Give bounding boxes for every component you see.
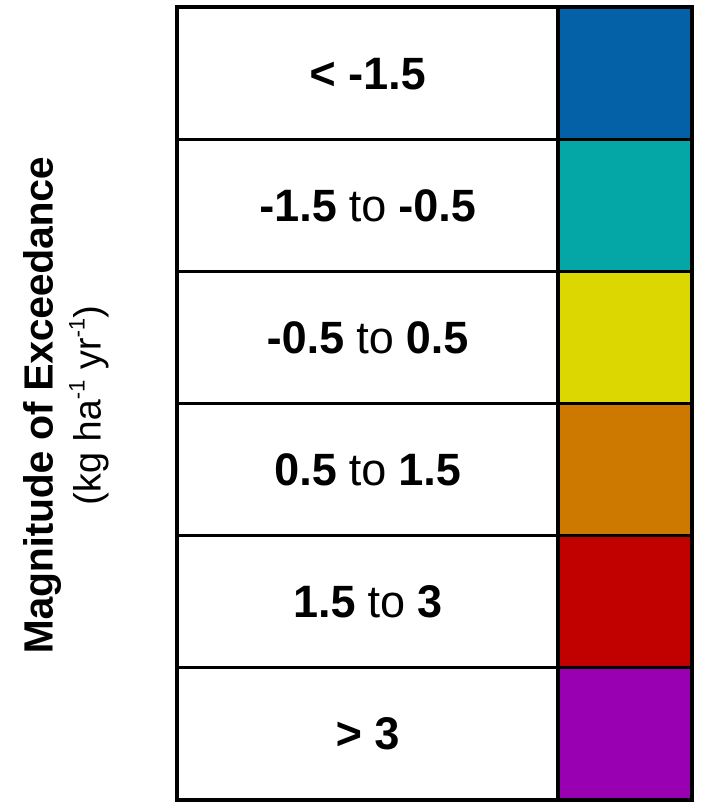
legend-range-value: < -1.5 xyxy=(309,47,426,99)
legend-range-low: 0.5 xyxy=(274,443,337,495)
legend-range-label: 1.5 to 3 xyxy=(179,537,560,666)
legend-unit-close: ) xyxy=(67,305,110,318)
legend-color-swatch xyxy=(560,537,690,666)
legend-unit-exponent-1: -1 xyxy=(64,379,90,400)
legend-unit-exponent-2: -1 xyxy=(64,317,90,338)
legend-unit-mid: yr xyxy=(67,337,110,380)
legend-range-separator: to xyxy=(348,443,387,495)
legend-row: > 3 xyxy=(179,666,690,798)
legend-row: -0.5 to 0.5 xyxy=(179,270,690,402)
legend-row: -1.5 to -0.5 xyxy=(179,138,690,270)
legend-range-high: 0.5 xyxy=(405,311,469,363)
legend-range-label: -1.5 to -0.5 xyxy=(179,141,560,270)
legend-range-low: -1.5 xyxy=(259,179,337,231)
legend-range-value: > 3 xyxy=(335,707,400,759)
legend-title-text: Magnitude of Exceedance xyxy=(15,156,62,654)
legend-color-swatch xyxy=(560,669,690,798)
legend-range-separator: to xyxy=(348,179,387,231)
legend-range-label: 0.5 to 1.5 xyxy=(179,405,560,534)
legend-color-swatch xyxy=(560,273,690,402)
legend-range-low: 1.5 xyxy=(292,575,356,627)
legend-range-separator: to xyxy=(367,575,406,627)
legend-title: Magnitude of Exceedance (kg ha-1 yr-1) xyxy=(15,156,110,654)
legend-row: 0.5 to 1.5 xyxy=(179,402,690,534)
legend-color-swatch xyxy=(560,9,690,138)
legend-range-label: -0.5 to 0.5 xyxy=(179,273,560,402)
legend-range-label: > 3 xyxy=(179,669,560,798)
legend-range-label: < -1.5 xyxy=(179,9,560,138)
legend-range-high: 3 xyxy=(417,575,443,627)
legend-unit-open: (kg ha xyxy=(67,399,110,505)
legend-color-swatch xyxy=(560,405,690,534)
legend-row: 1.5 to 3 xyxy=(179,534,690,666)
legend-table: < -1.5 -1.5 to -0.5 -0.5 to 0.5 0.5 to 1.5 1.5… xyxy=(175,5,694,802)
legend-range-high: -0.5 xyxy=(398,179,476,231)
legend-range-high: 1.5 xyxy=(398,443,461,495)
legend-color-swatch xyxy=(560,141,690,270)
legend-range-separator: to xyxy=(356,311,394,363)
legend-range-low: -0.5 xyxy=(266,311,345,363)
legend-unit: (kg ha-1 yr-1) xyxy=(65,157,110,654)
legend-row: < -1.5 xyxy=(179,9,690,138)
